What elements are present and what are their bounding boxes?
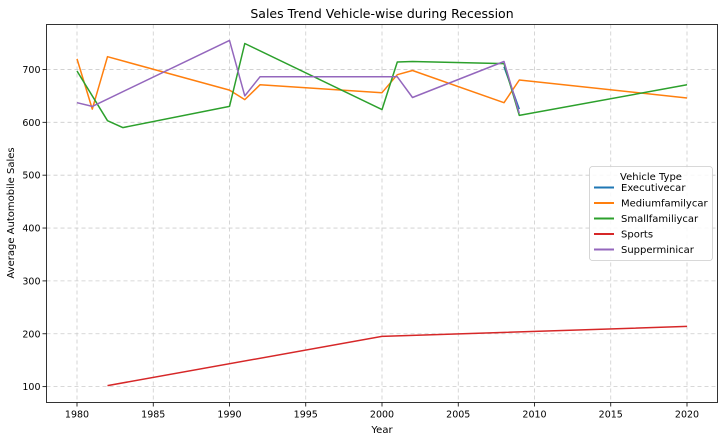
- legend-label-smallfamiliycar: Smallfamiliycar: [621, 214, 699, 225]
- x-tick-label: 2015: [599, 410, 623, 421]
- series-line-supperminicar: [76, 39, 521, 114]
- x-axis-ticks: 1980 1985 1990 1995 2000 2005 2010 2015 2020: [65, 402, 699, 421]
- legend-box: [589, 166, 713, 261]
- x-tick-label: 2020: [675, 410, 699, 421]
- y-axis-ticks: 100 200 300 400 500 600 700: [22, 65, 47, 393]
- y-tick-label: 200: [22, 329, 40, 340]
- x-tick-label: 1980: [65, 410, 89, 421]
- series-line-mediumfamilycar: [76, 55, 688, 110]
- legend-title: Vehicle Type: [620, 172, 682, 183]
- legend-label-executivecar: Executivecar: [621, 183, 686, 194]
- y-tick-label: 700: [22, 65, 40, 76]
- x-tick-label: 1990: [217, 410, 241, 421]
- x-tick-label: 2000: [370, 410, 394, 421]
- legend-label-mediumfamilycar: Mediumfamilycar: [621, 199, 708, 210]
- y-tick-label: 500: [22, 171, 40, 182]
- y-axis-label: Average Automobile Sales: [6, 147, 17, 278]
- y-tick-label: 300: [22, 276, 40, 287]
- x-tick-label: 1995: [294, 410, 318, 421]
- legend-label-supperminicar: Supperminicar: [621, 245, 695, 256]
- y-tick-label: 600: [22, 118, 40, 129]
- series-line-sports: [107, 325, 688, 387]
- legend-items: Executivecar Mediumfamilycar Smallfamiliyc…: [594, 183, 708, 256]
- x-axis-label: Year: [370, 425, 393, 436]
- chart-title: Sales Trend Vehicle-wise during Recessio…: [250, 6, 513, 21]
- x-tick-label: 2010: [522, 410, 546, 421]
- series-lines: [76, 39, 688, 387]
- legend: Vehicle Type Executivecar Mediumfamilycar…: [589, 166, 713, 261]
- y-tick-label: 100: [22, 382, 40, 393]
- y-tick-label: 400: [22, 224, 40, 235]
- x-tick-label: 1985: [141, 410, 165, 421]
- x-tick-label: 2005: [446, 410, 470, 421]
- legend-label-sports: Sports: [621, 230, 653, 241]
